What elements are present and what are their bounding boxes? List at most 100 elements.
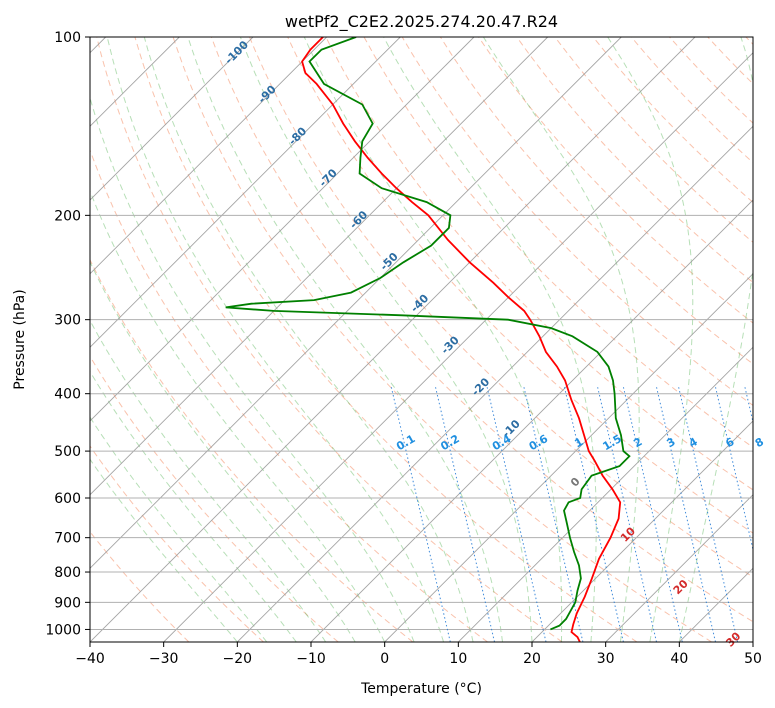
moist-adiabat bbox=[187, 37, 503, 642]
mixing-ratio-label: 3 bbox=[665, 435, 678, 450]
moist-adiabat bbox=[303, 37, 563, 642]
dry-adiabat bbox=[287, 37, 753, 534]
isotherm-label: -70 bbox=[317, 166, 340, 189]
isotherm-line bbox=[90, 37, 401, 348]
dry-adiabat bbox=[707, 37, 753, 85]
chart-title: wetPf2_C2E2.2025.274.20.47.R24 bbox=[285, 12, 558, 32]
isotherm-label: -30 bbox=[439, 333, 462, 356]
moist-adiabat bbox=[678, 37, 753, 642]
mixing-ratio-line bbox=[770, 385, 775, 642]
x-tick-label: 20 bbox=[523, 651, 541, 667]
mixing-ratio-label: 0.6 bbox=[527, 432, 551, 453]
moist-adiabat bbox=[90, 260, 356, 642]
moist-adiabat bbox=[239, 37, 533, 642]
isotherm-line bbox=[90, 37, 475, 422]
isotherm-line bbox=[310, 199, 753, 642]
isotherm-line bbox=[90, 37, 254, 201]
y-tick-label: 800 bbox=[54, 565, 81, 581]
moist-adiabat bbox=[383, 37, 597, 642]
mixing-ratio-line bbox=[677, 384, 739, 642]
isotherm-label: -60 bbox=[347, 208, 370, 231]
x-axis-label: Temperature (°C) bbox=[360, 681, 482, 697]
isotherm-line bbox=[90, 37, 549, 496]
dry-adiabat bbox=[90, 148, 488, 642]
dry-adiabat bbox=[401, 37, 753, 406]
isotherm-line bbox=[457, 346, 753, 642]
mixing-ratio-label: 2 bbox=[631, 435, 644, 450]
x-tick-label: −40 bbox=[75, 651, 105, 667]
y-tick-label: 500 bbox=[54, 444, 81, 460]
isotherm-line bbox=[384, 273, 753, 642]
y-tick-label: 1000 bbox=[45, 622, 81, 638]
dry-adiabat bbox=[669, 37, 753, 124]
moist-adiabat bbox=[607, 37, 694, 642]
x-tick-label: 0 bbox=[380, 651, 389, 667]
y-tick-label: 200 bbox=[54, 208, 81, 224]
data-series bbox=[225, 37, 631, 642]
mixing-ratio-line bbox=[743, 384, 753, 425]
temperature-profile bbox=[301, 37, 622, 642]
isotherm-label: -90 bbox=[256, 83, 279, 106]
dry-adiabat bbox=[363, 37, 753, 448]
isotherm-line bbox=[678, 567, 753, 642]
isotherm-label: 0 bbox=[568, 475, 583, 490]
isotherm-label: -80 bbox=[286, 124, 309, 147]
dry-adiabat bbox=[172, 37, 712, 642]
dry-adiabat bbox=[592, 37, 753, 203]
dry-adiabat bbox=[478, 37, 753, 324]
x-tick-label: 10 bbox=[449, 651, 467, 667]
mixing-ratio-line bbox=[596, 384, 657, 642]
plot-frame bbox=[89, 36, 754, 643]
dry-adiabat bbox=[630, 37, 753, 164]
isotherm-line bbox=[531, 420, 753, 642]
isotherm-line bbox=[752, 641, 753, 642]
dry-adiabat bbox=[90, 355, 339, 642]
isotherm-label: 10 bbox=[618, 524, 638, 544]
dry-adiabat bbox=[210, 37, 753, 623]
isotherm-label: -50 bbox=[378, 250, 401, 273]
dry-adiabat bbox=[90, 258, 414, 642]
dewpoint-profile bbox=[225, 37, 631, 631]
isotherm-label: 20 bbox=[671, 577, 691, 597]
x-tick-label: −10 bbox=[296, 651, 326, 667]
moist-adiabat bbox=[106, 37, 445, 642]
dry-adiabat bbox=[90, 530, 190, 642]
isotherm-line bbox=[90, 37, 328, 275]
x-tick-label: −30 bbox=[149, 651, 179, 667]
y-tick-label: 400 bbox=[54, 387, 81, 403]
dry-adiabat bbox=[325, 37, 753, 491]
x-tick-label: 50 bbox=[744, 651, 762, 667]
isotherm-line bbox=[605, 494, 753, 642]
dry-adiabat bbox=[745, 37, 753, 45]
dry-adiabat bbox=[96, 37, 563, 642]
isotherm-line bbox=[90, 37, 622, 569]
isotherm-line bbox=[163, 52, 753, 642]
moist-adiabat bbox=[143, 37, 474, 642]
moist-adiabat bbox=[90, 416, 268, 642]
x-tick-label: 40 bbox=[670, 651, 688, 667]
axis-ticks: −40 −30 −20 −10 0 10 20 30 40 5010020030040050060… bbox=[45, 30, 762, 667]
y-tick-label: 300 bbox=[54, 313, 81, 329]
moist-adiabat bbox=[90, 458, 238, 642]
isotherm-label: 30 bbox=[723, 629, 743, 649]
dry-adiabat bbox=[554, 37, 753, 243]
moist-adiabat bbox=[90, 189, 386, 642]
y-axis-label: Pressure (hPa) bbox=[12, 289, 28, 389]
grid-lines bbox=[90, 37, 775, 642]
isotherm-label: -40 bbox=[408, 292, 431, 315]
mixing-ratio-label: 0.2 bbox=[438, 432, 461, 453]
dry-adiabat bbox=[439, 37, 753, 365]
mixing-ratio-label: 4 bbox=[687, 435, 700, 450]
dry-adiabat bbox=[134, 37, 638, 642]
y-tick-label: 900 bbox=[54, 595, 81, 611]
mixing-ratio-label: 8 bbox=[753, 435, 766, 450]
x-tick-label: −20 bbox=[223, 651, 253, 667]
x-tick-label: 30 bbox=[597, 651, 615, 667]
dry-adiabat bbox=[516, 37, 753, 284]
moist-adiabat bbox=[482, 37, 640, 642]
dry-adiabat bbox=[90, 445, 264, 642]
moist-adiabat bbox=[90, 370, 297, 642]
y-tick-label: 700 bbox=[54, 531, 81, 547]
moist-adiabat bbox=[90, 319, 327, 642]
